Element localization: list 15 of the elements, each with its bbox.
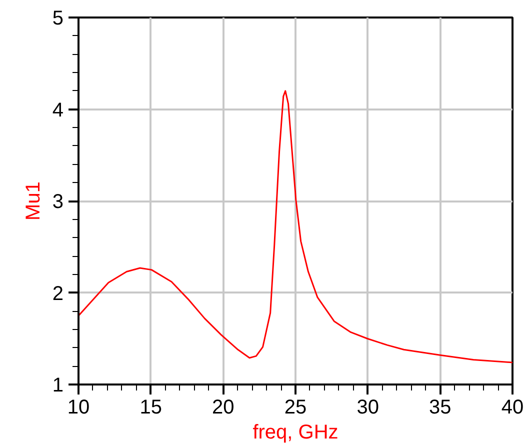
x-tick-label: 30 [356, 396, 379, 418]
x-tick-label: 20 [212, 396, 234, 418]
y-tick-label: 2 [52, 282, 64, 305]
y-tick-label: 5 [52, 8, 64, 30]
y-axis-title: Mu1 [22, 182, 44, 220]
x-axis-title: freq, GHz [252, 422, 338, 444]
line-series [78, 90, 512, 364]
x-tick-label: 15 [140, 396, 162, 418]
x-tick-label: 35 [429, 396, 452, 418]
x-tick-label: 25 [284, 396, 307, 418]
x-tick-label: 10 [67, 396, 90, 418]
x-tick-label: 40 [501, 396, 524, 418]
y-tick-label: 4 [52, 99, 64, 122]
y-tick-label: 1 [52, 374, 64, 396]
y-tick-label: 3 [52, 191, 64, 213]
